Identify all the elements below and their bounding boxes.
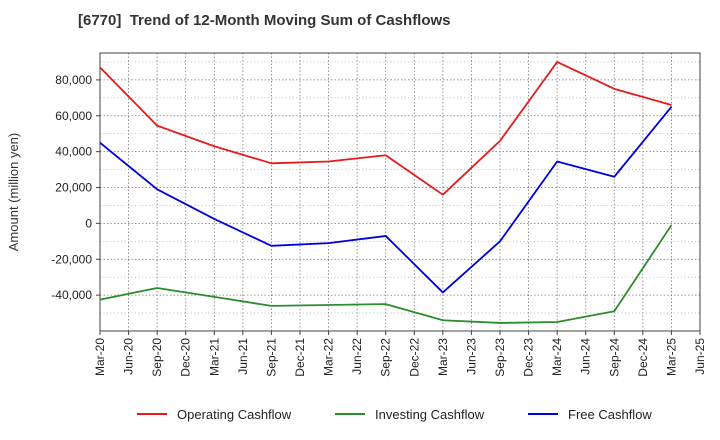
plot-frame [99,52,701,332]
x-tick-label: Jun-23 [464,338,478,375]
x-tick-label: Dec-24 [636,338,650,377]
x-tick-label: Dec-20 [179,338,193,377]
x-tick-label: Jun-20 [122,338,136,375]
x-tick-label: Mar-25 [664,338,678,376]
x-tick-label: Sep-22 [379,338,393,377]
x-tick-label: Dec-21 [293,338,307,377]
y-tick-label: -20,000 [51,252,92,266]
axes: -40,000 -20,000 0 20,000 40,000 60,000 80,000 M… [6,52,707,377]
x-tick-label: Dec-23 [522,338,536,377]
x-tick-label: Jun-22 [350,338,364,375]
x-tick-label: Mar-22 [322,338,336,376]
plot-area [100,53,700,331]
y-axis-label: Amount (million yen) [6,133,21,252]
y-tick-label: 80,000 [55,73,92,87]
operating-cashflow-line [99,61,672,196]
free-cashflow-line [99,106,673,294]
y-tick-label: 60,000 [55,109,92,123]
x-tick-label: Sep-24 [607,338,621,377]
x-tick-label: Jun-25 [693,338,707,375]
chart-title: [6770] Trend of 12-Month Moving Sum of C… [78,12,451,29]
x-tick-label: Mar-24 [550,338,564,376]
y-tick-label: 0 [85,216,92,230]
x-tick-label: Jun-24 [579,338,593,375]
legend: Operating Cashflow Investing Cashflow Free… [137,407,652,422]
x-tick-label: Mar-21 [207,338,221,376]
x-tick-label: Mar-23 [436,338,450,376]
operating-cashflow-legend-label: Operating Cashflow [177,407,292,422]
free-cashflow-legend-label: Free Cashflow [568,407,652,422]
y-tick-label: 20,000 [55,181,92,195]
grid [99,53,701,331]
x-tick-label: Sep-23 [493,338,507,377]
investing-cashflow-line [99,224,673,324]
x-tick-label: Sep-20 [150,338,164,377]
y-tick-label: -40,000 [51,288,92,302]
x-tick-label: Sep-21 [264,338,278,377]
x-tick-label: Jun-21 [236,338,250,375]
y-tick-label: 40,000 [55,145,92,159]
investing-cashflow-legend-label: Investing Cashflow [375,407,485,422]
series-lines [99,61,673,324]
x-tick-label: Dec-22 [407,338,421,377]
x-tick-label: Mar-20 [93,338,107,376]
